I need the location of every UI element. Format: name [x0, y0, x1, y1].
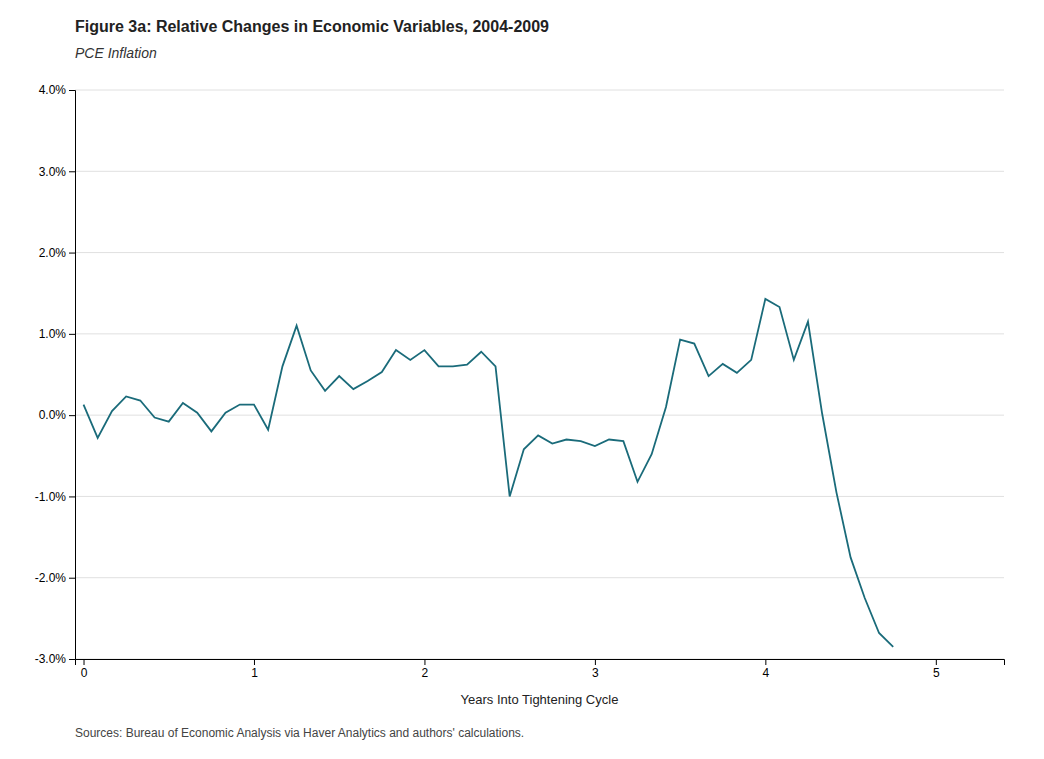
x-axis-title: Years Into Tightening Cycle: [461, 692, 619, 707]
y-tick: 4.0%: [39, 83, 75, 97]
x-tick-label: 5: [933, 666, 940, 680]
x-axis-line: [76, 660, 1005, 666]
y-tick-mark: [69, 90, 75, 91]
y-tick: 1.0%: [39, 327, 75, 341]
y-tick-mark: [69, 334, 75, 335]
y-tick-label: 1.0%: [39, 327, 67, 341]
grid-line: [75, 252, 1004, 253]
line: [84, 299, 894, 647]
title: Figure 3a: Relative Changes in Economic …: [75, 18, 549, 35]
x-tick-mark: [84, 659, 85, 665]
grid-line: [75, 496, 1004, 497]
y-tick-label: 4.0%: [39, 83, 67, 97]
y-tick-mark: [69, 659, 75, 660]
y-tick-label: 0.0%: [39, 408, 67, 422]
y-tick-mark: [69, 171, 75, 172]
y-tick-label: 3.0%: [39, 165, 67, 179]
grid-line: [75, 171, 1004, 172]
y-tick: 2.0%: [39, 246, 75, 260]
y-tick-label: 2.0%: [39, 246, 67, 260]
y-tick: 3.0%: [39, 165, 75, 179]
x-tick: 3: [592, 659, 599, 680]
plot: 0 1 2 3 4 5 -3.0% -2.0% -1.0% 0.0% 1.0% 2.0% 3.0% 4.0…: [35, 83, 1005, 679]
x-tick: 1: [251, 659, 258, 680]
x-tick-mark: [254, 659, 255, 665]
grid: [75, 90, 1004, 659]
marks: [84, 299, 894, 647]
y-tick: 0.0%: [39, 408, 75, 422]
y-tick-mark: [69, 253, 75, 254]
y-axis: -3.0% -2.0% -1.0% 0.0% 1.0% 2.0% 3.0% 4.0%: [35, 83, 76, 666]
y-tick-label: -1.0%: [35, 490, 67, 504]
x-tick-label: 4: [763, 666, 770, 680]
x-tick-label: 0: [81, 666, 88, 680]
x-axis: 0 1 2 3 4 5: [76, 659, 1005, 680]
grid-line: [75, 415, 1004, 416]
chart: Figure 3a: Relative Changes in Economic …: [0, 0, 1044, 759]
y-tick-mark: [69, 496, 75, 497]
grid-line: [75, 577, 1004, 578]
grid-line: [75, 90, 1004, 91]
x-tick: 0: [81, 659, 88, 680]
y-tick-mark: [69, 415, 75, 416]
x-tick: 5: [933, 659, 940, 680]
y-tick: -1.0%: [35, 490, 75, 504]
y-tick-label: -2.0%: [35, 571, 67, 585]
y-tick: -2.0%: [35, 571, 75, 585]
subtitle: PCE Inflation: [75, 45, 157, 61]
y-tick-label: -3.0%: [35, 652, 67, 666]
x-tick-label: 3: [592, 666, 599, 680]
grid-line: [75, 333, 1004, 334]
x-tick-mark: [595, 659, 596, 665]
source: Sources: Bureau of Economic Analysis via…: [75, 726, 524, 740]
y-tick-mark: [69, 578, 75, 579]
x-tick-mark: [936, 659, 937, 665]
y-axis-line: [69, 91, 76, 660]
x-tick-mark: [765, 659, 766, 665]
x-tick: 2: [422, 659, 429, 680]
x-tick: 4: [763, 659, 770, 680]
x-tick-label: 1: [251, 666, 258, 680]
x-tick-label: 2: [422, 666, 429, 680]
x-tick-mark: [424, 659, 425, 665]
y-tick: -3.0%: [35, 652, 75, 666]
